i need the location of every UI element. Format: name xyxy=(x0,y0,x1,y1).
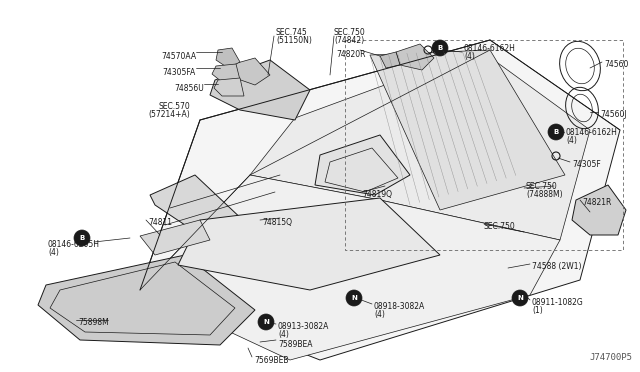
Text: 74305F: 74305F xyxy=(572,160,601,169)
Text: (74888M): (74888M) xyxy=(526,190,563,199)
Text: 08918-3082A: 08918-3082A xyxy=(374,302,425,311)
Text: B: B xyxy=(79,235,84,241)
Circle shape xyxy=(512,290,528,306)
Text: (1): (1) xyxy=(532,306,543,315)
Circle shape xyxy=(548,124,564,140)
Polygon shape xyxy=(210,60,310,120)
Text: SEC.750: SEC.750 xyxy=(484,222,516,231)
Text: 08146-6162H: 08146-6162H xyxy=(566,128,618,137)
Text: J74700P5: J74700P5 xyxy=(589,353,632,362)
Text: SEC.750: SEC.750 xyxy=(526,182,557,191)
Text: N: N xyxy=(263,319,269,325)
Text: 74588 (2W1): 74588 (2W1) xyxy=(532,262,582,271)
Polygon shape xyxy=(140,40,620,360)
Bar xyxy=(345,40,623,250)
Text: B: B xyxy=(437,45,443,51)
Text: 74820R: 74820R xyxy=(337,50,366,59)
Polygon shape xyxy=(178,198,440,290)
Text: 74560: 74560 xyxy=(604,60,628,69)
Circle shape xyxy=(432,40,448,56)
Text: (74842): (74842) xyxy=(334,36,364,45)
Polygon shape xyxy=(380,52,400,68)
Polygon shape xyxy=(315,135,410,195)
Text: 74821R: 74821R xyxy=(582,198,611,207)
Circle shape xyxy=(346,290,362,306)
Text: B: B xyxy=(554,129,559,135)
Text: 74856U: 74856U xyxy=(174,84,204,93)
Text: (4): (4) xyxy=(48,248,59,257)
Polygon shape xyxy=(250,50,590,240)
Text: SEC.745: SEC.745 xyxy=(276,28,308,37)
Text: 74560J: 74560J xyxy=(600,110,627,119)
Text: (4): (4) xyxy=(278,330,289,339)
Text: SEC.570: SEC.570 xyxy=(158,102,190,111)
Text: 74570AA: 74570AA xyxy=(161,52,196,61)
Text: 74815Q: 74815Q xyxy=(262,218,292,227)
Polygon shape xyxy=(140,220,210,255)
Text: 7569BEB: 7569BEB xyxy=(254,356,289,365)
Text: N: N xyxy=(351,295,357,301)
Text: SEC.750: SEC.750 xyxy=(334,28,365,37)
Text: 74819Q: 74819Q xyxy=(362,190,392,199)
Text: 74811: 74811 xyxy=(148,218,172,227)
Polygon shape xyxy=(150,175,280,275)
Text: 75898M: 75898M xyxy=(78,318,109,327)
Text: 08146-6205H: 08146-6205H xyxy=(48,240,100,249)
Polygon shape xyxy=(572,185,626,235)
Text: (51150N): (51150N) xyxy=(276,36,312,45)
Text: (57214+A): (57214+A) xyxy=(148,110,190,119)
Text: (4): (4) xyxy=(566,136,577,145)
Circle shape xyxy=(258,314,274,330)
Text: (4): (4) xyxy=(374,310,385,319)
Text: 08146-6162H: 08146-6162H xyxy=(464,44,516,53)
Text: 08913-3082A: 08913-3082A xyxy=(278,322,330,331)
Polygon shape xyxy=(214,78,244,96)
Polygon shape xyxy=(38,255,255,345)
Polygon shape xyxy=(212,64,240,82)
Polygon shape xyxy=(216,48,240,68)
Text: N: N xyxy=(517,295,523,301)
Text: 74305FA: 74305FA xyxy=(163,68,196,77)
Text: 7589BEA: 7589BEA xyxy=(278,340,312,349)
Text: (4): (4) xyxy=(464,52,475,61)
Polygon shape xyxy=(230,58,270,85)
Polygon shape xyxy=(140,175,560,360)
Text: 08911-1082G: 08911-1082G xyxy=(532,298,584,307)
Circle shape xyxy=(74,230,90,246)
Polygon shape xyxy=(370,50,565,210)
Polygon shape xyxy=(396,44,434,70)
